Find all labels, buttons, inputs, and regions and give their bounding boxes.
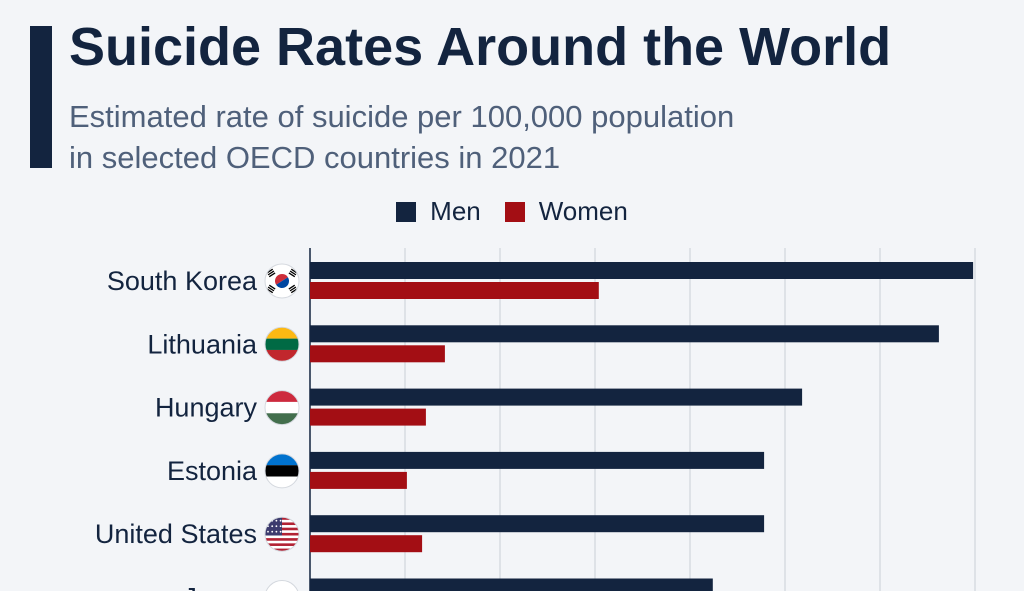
chart-subtitle: Estimated rate of suicide per 100,000 po… — [69, 96, 969, 178]
united-states-flag-icon-ring — [264, 516, 300, 552]
chart-title: Suicide Rates Around the World — [69, 17, 892, 77]
japan-flag-icon — [265, 580, 299, 591]
hungary-flag-icon-ring — [264, 390, 300, 426]
category-label: Lithuania — [147, 329, 258, 359]
category-label: Japan — [183, 583, 257, 591]
bar-men — [310, 325, 939, 343]
legend: Men Women — [0, 196, 1024, 227]
united-states-flag-icon — [265, 517, 299, 552]
legend-swatch-women — [504, 201, 525, 222]
south-korea-flag-icon-ring — [264, 263, 300, 299]
lithuania-flag-icon-ring — [264, 326, 300, 362]
category-label: United States — [95, 519, 257, 549]
estonia-flag-icon-ring — [264, 453, 300, 489]
bar-women — [310, 535, 423, 553]
title-accent-bar — [30, 26, 52, 168]
bar-men — [310, 515, 765, 533]
japan-flag-icon-ring — [265, 580, 299, 591]
legend-swatch-men — [396, 201, 417, 222]
hungary-flag-icon — [265, 390, 299, 425]
category-label: Estonia — [167, 456, 258, 486]
bar-men — [310, 578, 713, 591]
bar-women — [310, 345, 445, 363]
legend-item-women: Women — [504, 196, 628, 227]
bar-women — [310, 408, 426, 426]
lithuania-flag-icon — [265, 327, 299, 362]
legend-item-men: Men — [396, 196, 481, 227]
subtitle-line-2: in selected OECD countries in 2021 — [69, 140, 561, 175]
bar-women — [310, 471, 407, 489]
category-label: Hungary — [155, 393, 258, 423]
bar-men — [310, 388, 803, 406]
subtitle-line-1: Estimated rate of suicide per 100,000 po… — [69, 99, 735, 134]
category-label: South Korea — [107, 266, 258, 296]
legend-label-men: Men — [430, 196, 481, 226]
south-korea-flag-icon — [265, 264, 299, 298]
estonia-flag-icon — [265, 453, 299, 488]
bar-men — [310, 451, 765, 469]
legend-label-women: Women — [538, 196, 628, 226]
bar-women — [310, 282, 599, 299]
bar-men — [310, 262, 974, 279]
